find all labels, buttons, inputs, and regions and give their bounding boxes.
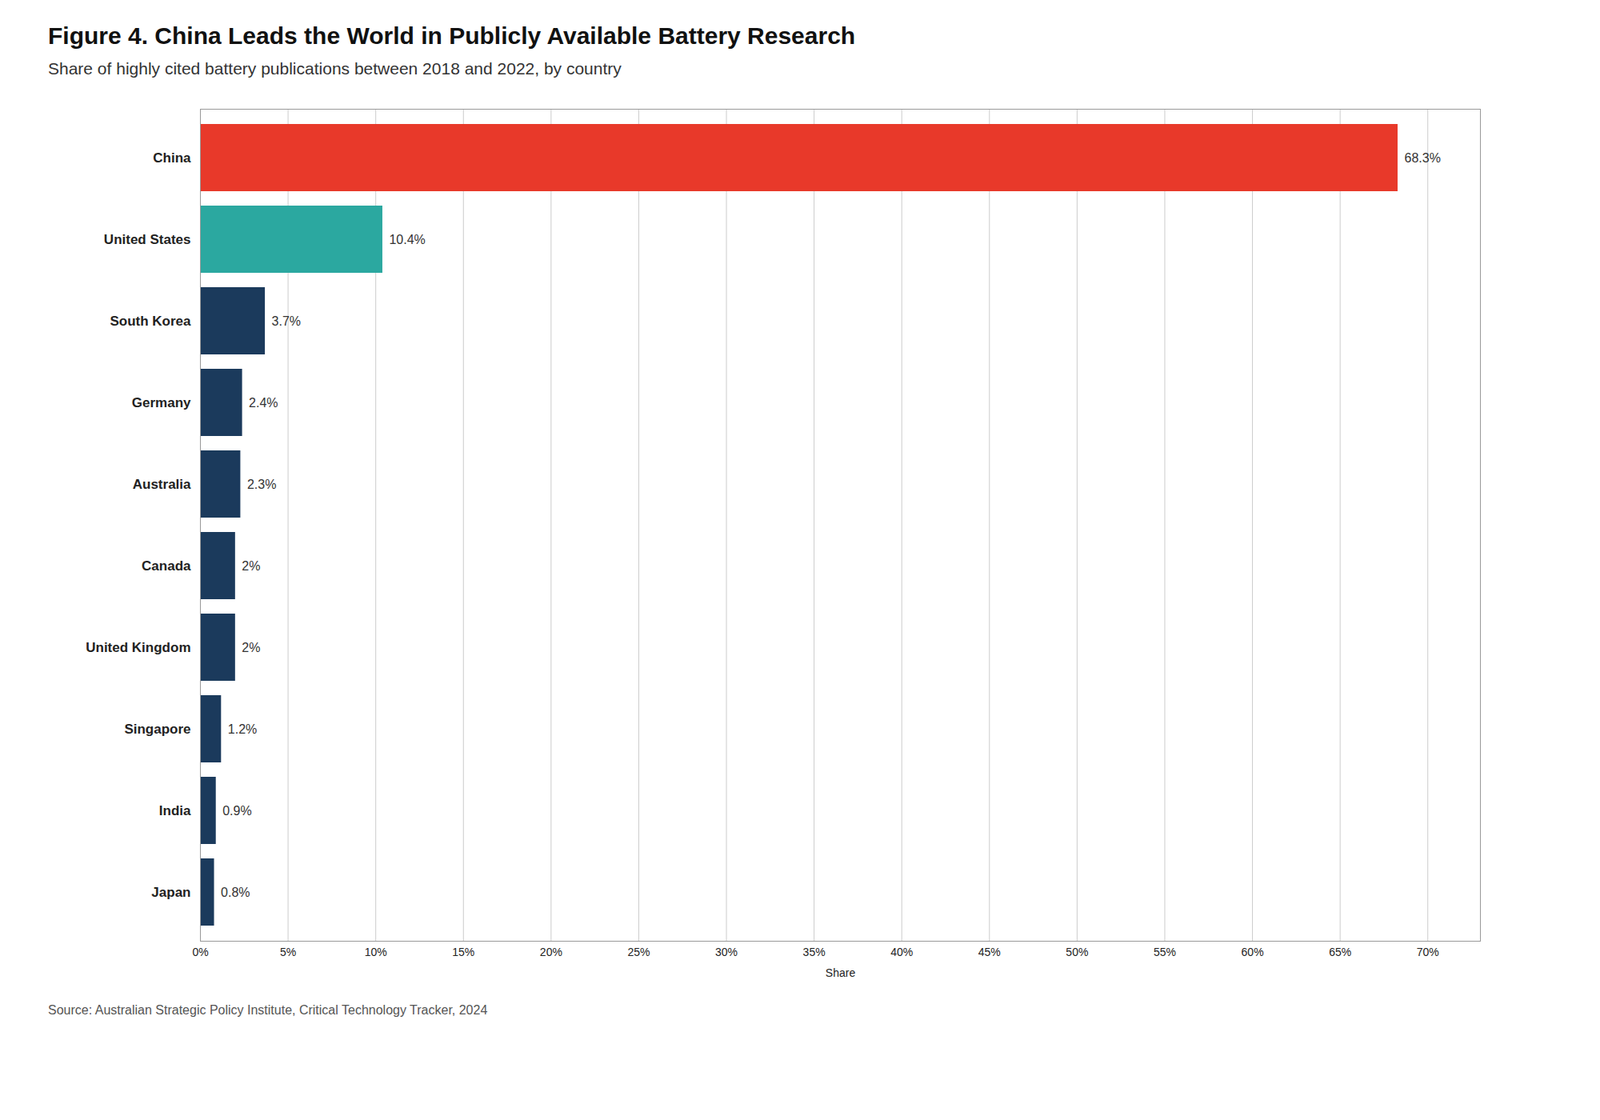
svg-text:2.4%: 2.4% — [248, 396, 278, 410]
svg-text:15%: 15% — [452, 945, 475, 959]
svg-text:68.3%: 68.3% — [1404, 151, 1440, 165]
svg-text:2%: 2% — [241, 640, 260, 655]
svg-text:2%: 2% — [241, 559, 260, 573]
svg-text:60%: 60% — [1241, 945, 1264, 959]
svg-text:Japan: Japan — [151, 884, 191, 900]
svg-text:10%: 10% — [364, 945, 388, 959]
svg-text:Australia: Australia — [132, 476, 192, 492]
svg-text:South Korea: South Korea — [109, 313, 192, 329]
svg-text:5%: 5% — [280, 945, 296, 959]
svg-text:0%: 0% — [192, 945, 208, 959]
svg-text:United States: United States — [104, 232, 192, 248]
svg-text:35%: 35% — [803, 945, 826, 959]
svg-text:0.9%: 0.9% — [222, 804, 252, 818]
svg-text:United Kingdom: United Kingdom — [85, 640, 191, 656]
html-text:Source: Australian Strategic P: Source: Australian Strategic Policy Inst… — [48, 1003, 488, 1017]
svg-text:Germany: Germany — [132, 395, 192, 411]
html-text:Share of highly cited battery: Share of highly cited battery publicatio… — [48, 59, 622, 78]
svg-text:45%: 45% — [978, 945, 1001, 959]
html-text:Figure 4. China Leads the Worl: Figure 4. China Leads the World in Publi… — [48, 22, 856, 49]
svg-text:55%: 55% — [1153, 945, 1176, 959]
svg-text:Singapore: Singapore — [124, 721, 191, 737]
svg-text:70%: 70% — [1416, 945, 1440, 959]
svg-text:10.4%: 10.4% — [388, 232, 425, 247]
svg-text:20%: 20% — [540, 945, 563, 959]
svg-text:1.2%: 1.2% — [228, 722, 257, 736]
svg-text:Canada: Canada — [141, 558, 192, 574]
svg-text:India: India — [159, 803, 192, 819]
svg-text:30%: 30% — [715, 945, 738, 959]
svg-text:China: China — [152, 150, 192, 166]
svg-text:2.3%: 2.3% — [247, 477, 276, 492]
svg-text:40%: 40% — [890, 945, 913, 959]
svg-text:3.7%: 3.7% — [272, 314, 301, 328]
svg-text:50%: 50% — [1065, 945, 1088, 959]
svg-text:0.8%: 0.8% — [220, 885, 250, 900]
svg-text:Share: Share — [825, 966, 856, 980]
svg-text:65%: 65% — [1328, 945, 1352, 959]
svg-text:25%: 25% — [627, 945, 650, 959]
